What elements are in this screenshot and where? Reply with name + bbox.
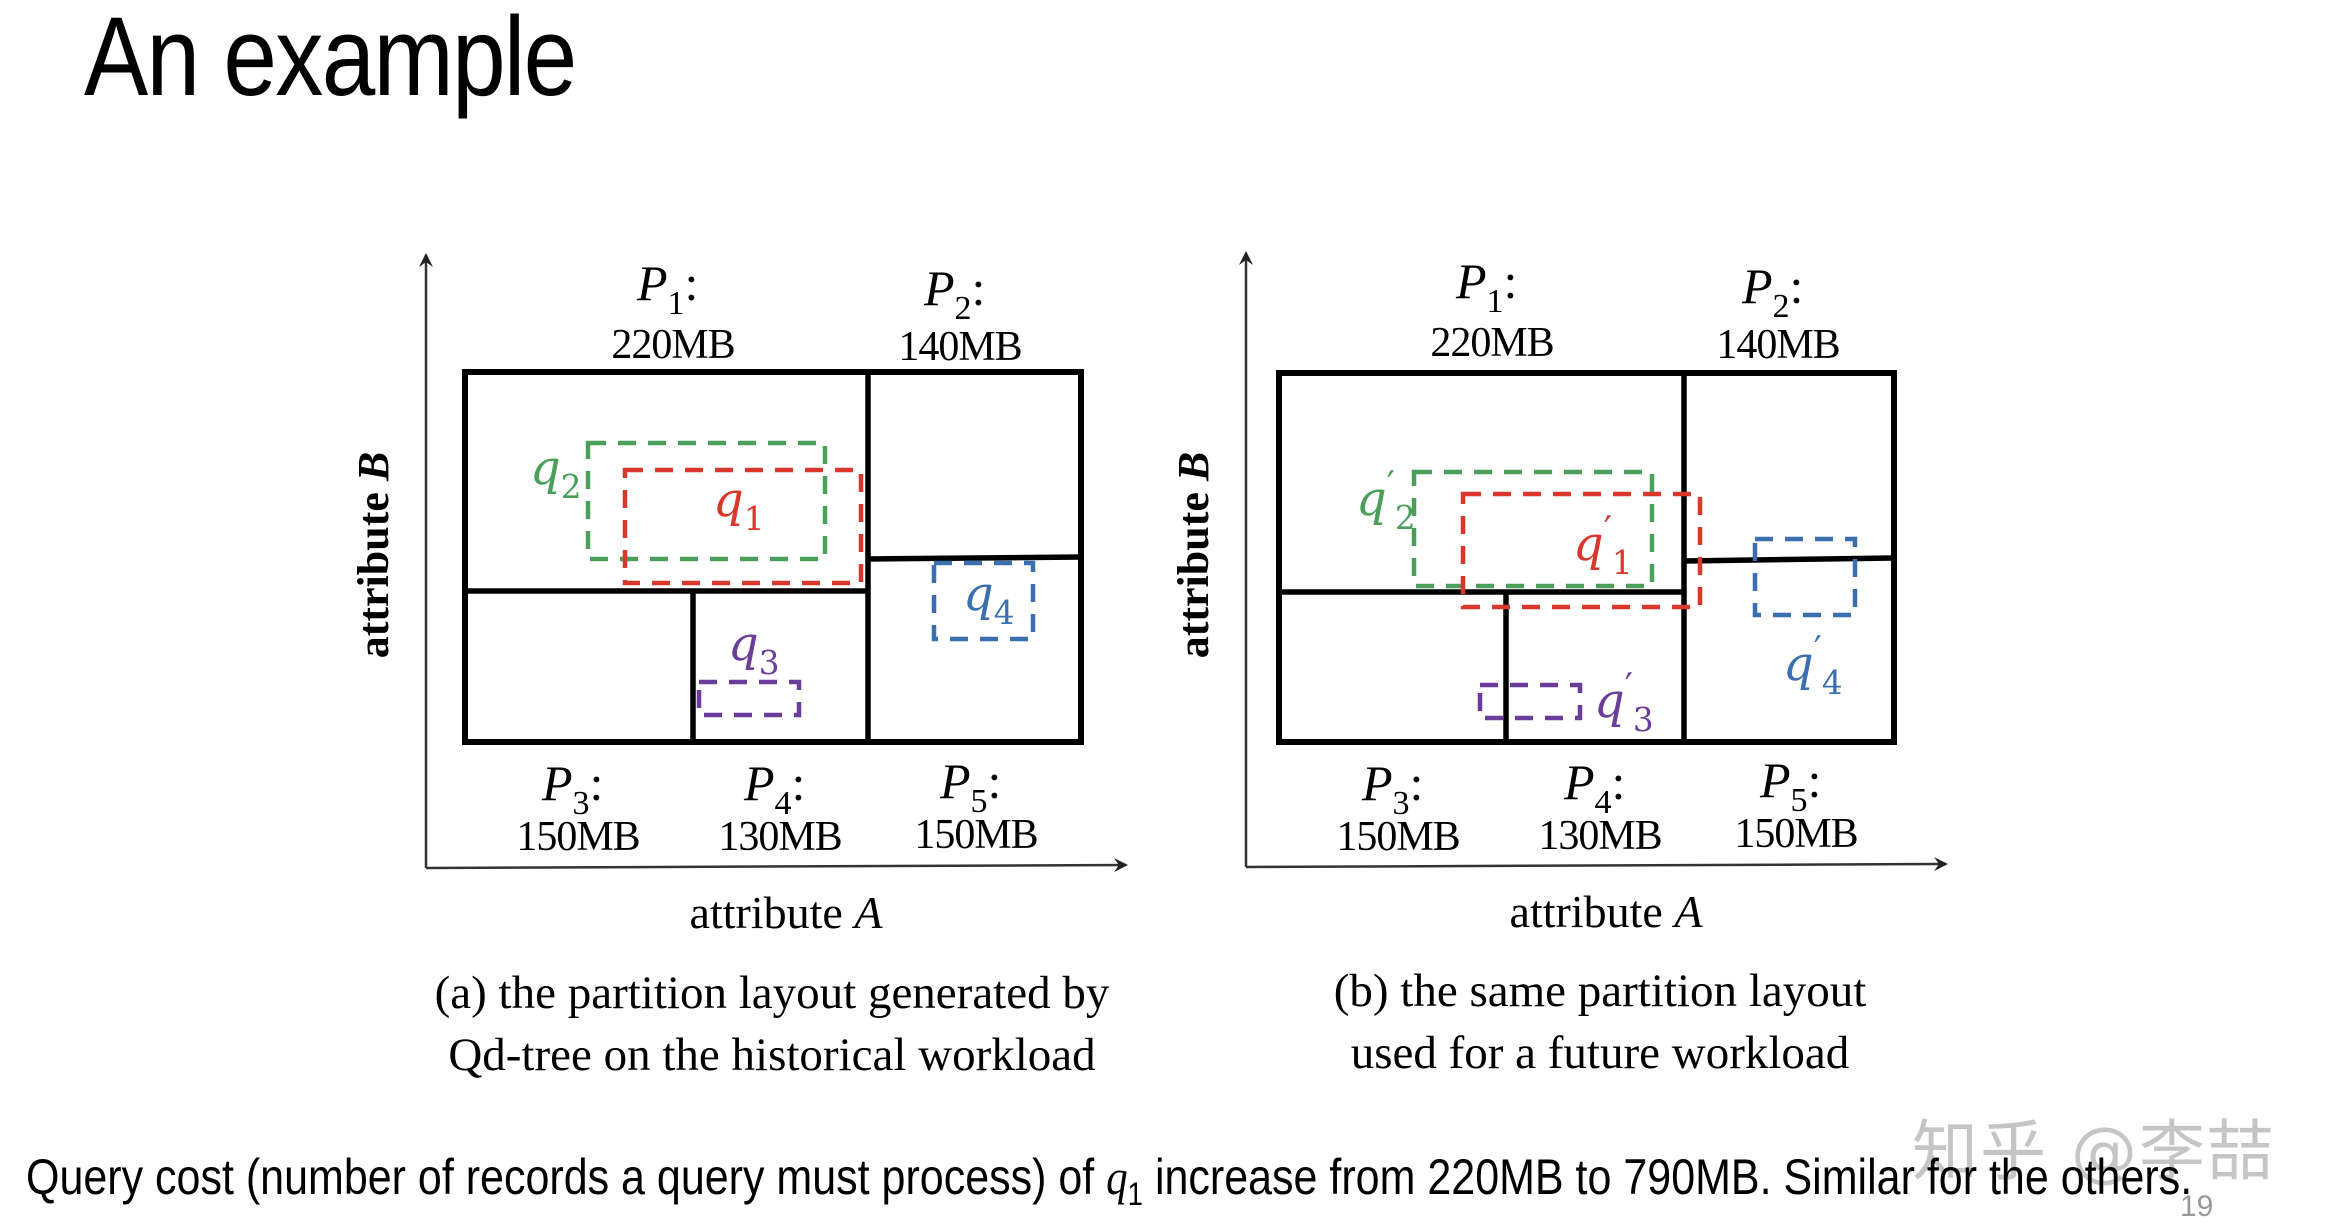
svg-text:130MB: 130MB	[1538, 813, 1661, 859]
y-axis-label: attribute B	[1169, 452, 1218, 659]
caption-b-line2: used for a future workload	[1350, 1027, 1850, 1079]
query-q4-prime: q′4	[1752, 536, 1858, 702]
svg-text:P1:: P1:	[636, 255, 698, 322]
svg-text:140MB: 140MB	[898, 324, 1021, 370]
query-q3-prime: q′3	[1477, 667, 1654, 739]
diagram-b-future-workload: attribute A attribute B P1:220MB P2:140MB P3…	[1169, 251, 1948, 937]
partition-label-p5: P5:150MB	[914, 753, 1038, 858]
svg-text:130MB: 130MB	[718, 814, 841, 860]
svg-text:P2:: P2:	[923, 260, 985, 327]
slide-title: An example	[84, 0, 577, 119]
caption-a: (a) the partition layout generated by Qd…	[392, 962, 1152, 1086]
svg-text:P5:: P5:	[939, 753, 1001, 820]
svg-text:150MB: 150MB	[914, 812, 1037, 858]
svg-text:P3:: P3:	[541, 755, 603, 822]
query-q4: q4	[931, 560, 1036, 642]
svg-text:q′1: q′1	[1573, 510, 1633, 582]
svg-text:150MB: 150MB	[1336, 814, 1459, 860]
partition-label-p5: P5:150MB	[1734, 752, 1858, 857]
partition-label-p4: P4:130MB	[718, 755, 842, 860]
caption-a-line2: Qd-tree on the historical workload	[448, 1029, 1096, 1081]
zhihu-watermark: 知乎 @李喆	[1912, 1113, 2275, 1190]
query-region	[931, 560, 1036, 642]
query-region	[1477, 682, 1583, 721]
partition-label-p1: P1:220MB	[1430, 253, 1554, 366]
partition-divider	[867, 554, 1082, 562]
svg-text:q4: q4	[963, 566, 1015, 632]
svg-text:q′3: q′3	[1594, 667, 1654, 739]
query-q3: q3	[696, 616, 802, 718]
bottom-note-suffix: increase from 220MB to 790MB. Similar fo…	[1142, 1149, 2193, 1205]
svg-text:220MB: 220MB	[1430, 320, 1553, 366]
svg-text:q2: q2	[530, 440, 582, 506]
svg-text:140MB: 140MB	[1716, 322, 1839, 368]
x-axis-label: attribute A	[1510, 886, 1704, 937]
partition-label-p4: P4:130MB	[1538, 754, 1662, 859]
query-region	[1460, 491, 1703, 610]
partition-label-p3: P3:150MB	[516, 755, 640, 860]
query-q2-prime: q′2	[1356, 465, 1655, 589]
svg-text:P4:: P4:	[743, 755, 805, 822]
x-axis	[425, 858, 1128, 873]
query-q2: q2	[530, 440, 828, 562]
partition-label-p2: P2:140MB	[1716, 258, 1840, 368]
partition-boundary	[1276, 370, 1897, 745]
bottom-note-query-var: q	[1106, 1149, 1128, 1205]
query-region	[696, 679, 802, 718]
partition-divider	[1683, 555, 1895, 564]
query-q1: q1	[622, 467, 864, 586]
svg-text:150MB: 150MB	[516, 814, 639, 860]
partition-label-p2: P2:140MB	[898, 260, 1022, 370]
svg-text:q′4: q′4	[1783, 630, 1843, 702]
query-region	[585, 440, 828, 562]
svg-text:P1:: P1:	[1455, 253, 1517, 320]
svg-text:P2:: P2:	[1741, 258, 1803, 325]
bottom-note-query-sub: 1	[1127, 1176, 1143, 1212]
svg-text:P3:: P3:	[1361, 755, 1423, 822]
diagram-a-historical-workload: attribute A attribute B P1:220MB P2:140MB P3…	[349, 253, 1128, 938]
partition-label-p3: P3:150MB	[1336, 755, 1460, 860]
caption-b: (b) the same partition layout used for a…	[1290, 960, 1910, 1084]
bottom-note: Query cost (number of records a query mu…	[26, 1148, 2192, 1213]
y-axis-label: attribute B	[349, 452, 398, 659]
svg-text:q′2: q′2	[1356, 465, 1416, 537]
caption-a-line1: (a) the partition layout generated by	[434, 967, 1110, 1019]
query-region	[622, 467, 864, 586]
query-q1-prime: q′1	[1460, 491, 1703, 610]
x-axis-label: attribute A	[690, 887, 884, 938]
svg-text:q1: q1	[713, 472, 765, 538]
svg-text:q3: q3	[728, 616, 780, 682]
query-region	[1752, 536, 1858, 618]
x-axis	[1245, 857, 1948, 872]
caption-b-line1: (b) the same partition layout	[1333, 965, 1867, 1017]
page-number: 19	[2180, 1190, 2214, 1223]
partition-label-p1: P1:220MB	[611, 255, 735, 368]
svg-text:P5:: P5:	[1759, 752, 1821, 819]
svg-text:P4:: P4:	[1563, 754, 1625, 821]
svg-text:220MB: 220MB	[611, 322, 734, 368]
svg-text:150MB: 150MB	[1734, 811, 1857, 857]
query-region	[1411, 469, 1655, 589]
bottom-note-prefix: Query cost (number of records a query mu…	[26, 1149, 1107, 1205]
